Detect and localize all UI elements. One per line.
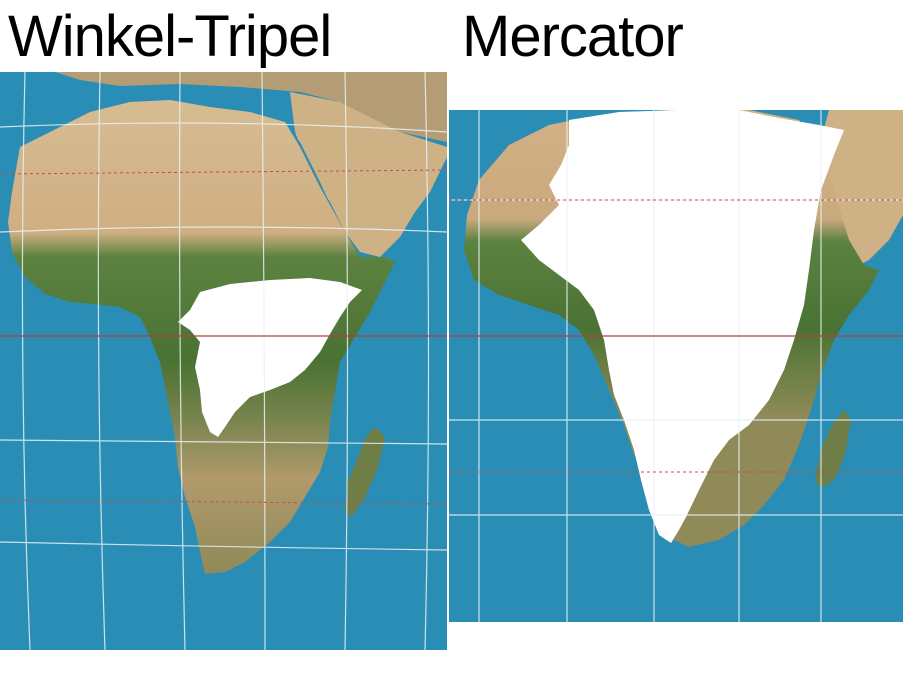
madagascar [815, 410, 851, 488]
madagascar [345, 427, 385, 517]
graticule [449, 110, 903, 622]
tropic-of-cancer-line [0, 169, 447, 175]
winkel-tripel-title: Winkel-Tripel [8, 4, 332, 69]
mercator-map [449, 110, 903, 622]
tropic-of-capricorn-line [0, 499, 447, 505]
mercator-title: Mercator [462, 4, 684, 69]
graticule [0, 72, 447, 650]
arabian-peninsula [290, 92, 447, 257]
greenland-overlay [521, 110, 844, 543]
europe-landmass [55, 72, 447, 142]
greenland-overlay [178, 278, 362, 437]
winkel-tripel-map [0, 72, 447, 650]
